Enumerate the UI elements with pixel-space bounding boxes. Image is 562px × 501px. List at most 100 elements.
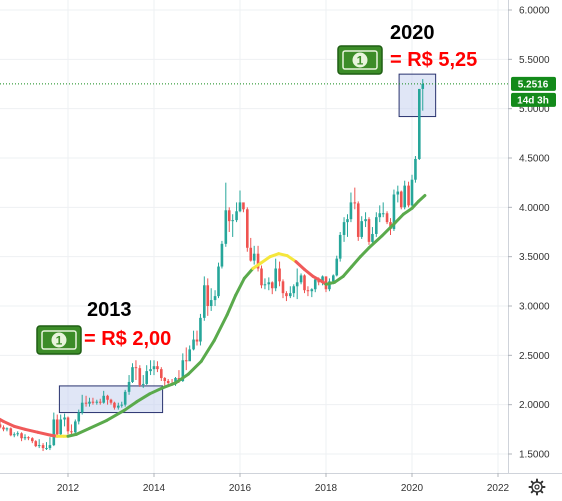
candle <box>166 379 170 385</box>
candle <box>31 437 34 444</box>
candle <box>84 395 88 407</box>
moving-average-segment <box>135 392 152 404</box>
candle <box>299 273 303 285</box>
candle <box>346 214 349 237</box>
candle <box>141 375 145 388</box>
candle <box>127 375 131 395</box>
price-axis[interactable]: 1.5000 2.0000 2.5000 3.0000 3.5000 4.0000 4.50… <box>508 6 550 461</box>
candle <box>220 240 224 269</box>
countdown-badge: 14d 3h <box>511 92 556 107</box>
annotation-2013-year: 2013 <box>87 299 132 321</box>
candlestick-series <box>0 79 425 452</box>
banknote-icon: 1 <box>36 325 82 355</box>
moving-average-segment <box>161 381 177 390</box>
candle <box>37 439 41 449</box>
candle <box>149 360 152 376</box>
candle <box>80 394 84 415</box>
price-tick-label: 5.0000 <box>519 104 550 115</box>
moving-average-segment <box>350 255 362 269</box>
candle <box>249 237 253 262</box>
candle <box>399 190 403 210</box>
candle <box>235 202 238 223</box>
candle <box>41 443 45 452</box>
candle <box>27 436 30 441</box>
candle <box>145 365 148 385</box>
moving-average-segment <box>251 261 263 271</box>
candle <box>342 217 346 242</box>
price-tick-label: 1.5000 <box>519 450 550 461</box>
moving-average-segment <box>36 430 53 437</box>
candle <box>375 212 378 237</box>
candle <box>310 288 314 298</box>
candle <box>418 88 421 160</box>
time-tick-label: 2014 <box>143 483 166 494</box>
moving-average-segment <box>242 267 255 280</box>
time-tick-label: 2016 <box>229 483 252 494</box>
candle <box>242 202 245 213</box>
candle <box>421 79 425 111</box>
candle <box>12 432 16 438</box>
candle <box>385 211 389 225</box>
candle <box>95 399 99 405</box>
moving-average-segment <box>401 206 414 216</box>
candle <box>285 291 288 302</box>
moving-average-segment <box>410 199 420 210</box>
candle <box>360 216 363 239</box>
candle <box>303 274 306 294</box>
candle <box>396 185 400 203</box>
candle <box>109 398 113 405</box>
time-tick-label: 2022 <box>487 483 510 494</box>
candle <box>59 414 62 437</box>
moving-average-segment <box>148 386 165 396</box>
candle <box>263 278 267 290</box>
candle <box>2 425 5 432</box>
candle <box>195 330 199 346</box>
price-tick-label: 3.0000 <box>519 302 550 313</box>
candle <box>52 412 56 447</box>
candle <box>335 255 339 277</box>
moving-average-segment <box>358 246 371 259</box>
gear-icon[interactable] <box>528 478 546 496</box>
candle <box>34 440 38 448</box>
moving-average-segment <box>341 265 354 278</box>
price-tick-label: 2.5000 <box>519 351 550 362</box>
candle <box>252 245 256 265</box>
candle <box>338 232 342 262</box>
candle <box>134 360 138 380</box>
moving-average-line <box>0 193 427 438</box>
price-tick-label: 4.0000 <box>519 203 550 214</box>
moving-average-segment <box>199 339 216 363</box>
candle <box>217 262 220 299</box>
candle <box>188 345 191 362</box>
candle <box>410 174 414 208</box>
moving-average-segment <box>260 255 272 265</box>
candle <box>45 442 48 451</box>
svg-text:1: 1 <box>56 334 63 348</box>
candle <box>403 180 406 210</box>
candle <box>270 281 274 295</box>
candle <box>5 427 9 432</box>
price-tick-label: 3.5000 <box>519 252 550 263</box>
banknote-icon: 1 <box>337 45 383 75</box>
candle <box>349 192 353 223</box>
candle <box>123 389 127 407</box>
moving-average-segment <box>186 359 203 376</box>
candle <box>256 245 260 272</box>
candle <box>203 276 206 321</box>
candle <box>367 217 371 245</box>
candle <box>152 360 156 376</box>
moving-average-segment <box>311 274 324 283</box>
candle <box>306 286 310 297</box>
moving-average-segment <box>268 252 281 259</box>
candle <box>246 207 249 252</box>
last-price-label: 5.2516 <box>518 79 549 90</box>
candle <box>160 367 163 381</box>
candle <box>231 214 234 237</box>
candle <box>356 201 360 241</box>
time-axis[interactable]: 2012 2014 2016 2018 2020 2022 <box>57 473 510 494</box>
candle <box>102 390 105 404</box>
candle <box>267 277 271 291</box>
candle <box>113 401 116 410</box>
candle <box>66 416 70 435</box>
